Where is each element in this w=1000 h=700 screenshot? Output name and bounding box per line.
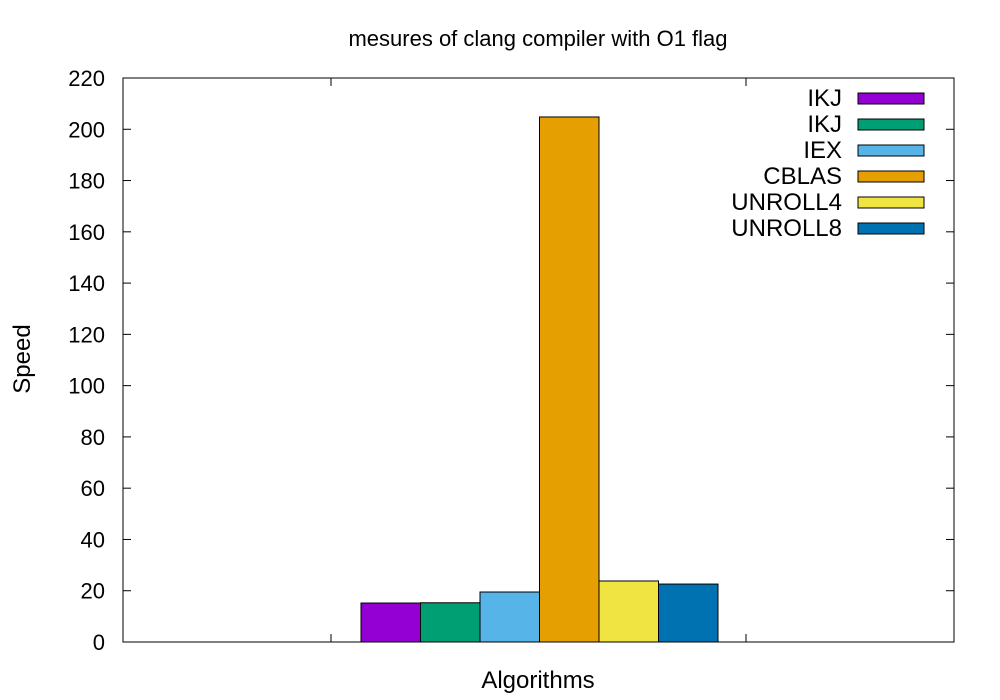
y-tick-label: 100 xyxy=(68,374,105,399)
y-tick-label: 140 xyxy=(68,271,105,296)
legend-label: UNROLL8 xyxy=(731,215,842,242)
x-axis-label: Algorithms xyxy=(481,667,594,694)
y-axis-label: Speed xyxy=(9,324,36,393)
legend-label: UNROLL4 xyxy=(731,189,842,216)
legend-swatch xyxy=(857,222,925,235)
legend-label: IKJ xyxy=(807,85,842,112)
y-tick-label: 0 xyxy=(93,630,105,655)
y-axis-ticks: 0 20 40 60 80 100 120 140 160 180 200 220 xyxy=(68,66,954,655)
y-tick-label: 120 xyxy=(68,322,105,347)
y-tick-label: 180 xyxy=(68,169,105,194)
legend-label: IEX xyxy=(803,137,842,164)
legend-label: IKJ xyxy=(807,111,842,138)
bar-iex-2 xyxy=(479,591,540,643)
legend-swatch xyxy=(857,196,925,209)
y-tick-label: 20 xyxy=(81,579,105,604)
legend-swatch xyxy=(857,118,925,131)
bar-cblas-3 xyxy=(539,116,600,643)
plot-frame xyxy=(122,77,955,643)
bar-ikj-1 xyxy=(420,602,481,643)
y-tick-label: 80 xyxy=(81,425,105,450)
y-tick-label: 40 xyxy=(81,527,105,552)
y-tick-label: 220 xyxy=(68,66,105,91)
y-tick-label: 160 xyxy=(68,220,105,245)
bar-unroll8-5 xyxy=(658,583,719,643)
legend-label: CBLAS xyxy=(763,163,842,190)
bars xyxy=(360,116,719,643)
legend-swatch xyxy=(857,92,925,105)
legend-swatch xyxy=(857,144,925,157)
chart-title: mesures of clang compiler with O1 flag xyxy=(348,26,727,51)
bar-unroll4-4 xyxy=(598,580,659,643)
y-tick-label: 60 xyxy=(81,476,105,501)
bar-ikj-0 xyxy=(360,602,421,643)
legend-swatch xyxy=(857,170,925,183)
y-tick-label: 200 xyxy=(68,117,105,142)
